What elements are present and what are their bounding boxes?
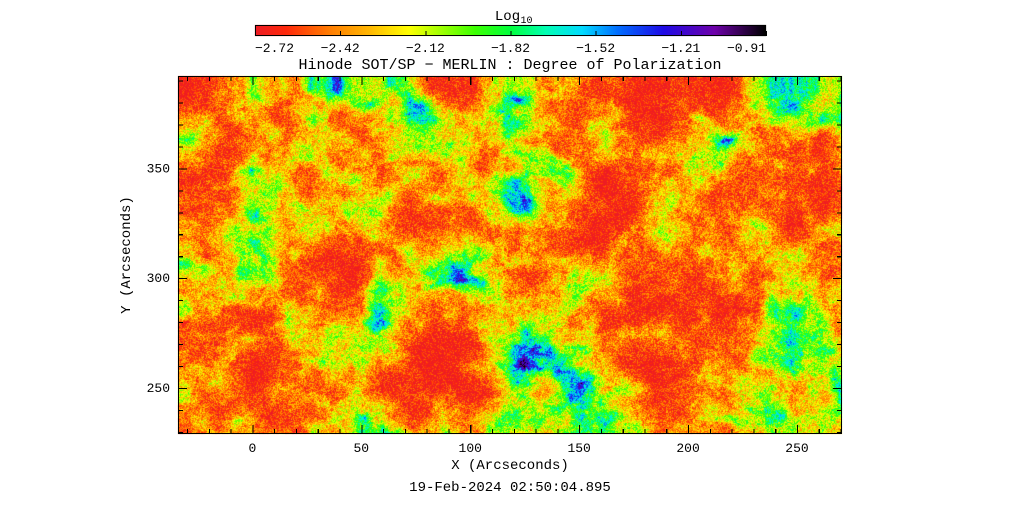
svg-text:−2.42: −2.42 bbox=[321, 41, 360, 56]
svg-text:50: 50 bbox=[354, 441, 370, 456]
svg-text:10: 10 bbox=[521, 16, 533, 27]
svg-text:−2.72: −2.72 bbox=[255, 41, 294, 56]
svg-text:−1.52: −1.52 bbox=[576, 41, 615, 56]
svg-text:Log: Log bbox=[495, 9, 520, 25]
svg-text:19-Feb-2024 02:50:04.895: 19-Feb-2024 02:50:04.895 bbox=[409, 480, 611, 496]
svg-text:X (Arcseconds): X (Arcseconds) bbox=[451, 458, 569, 474]
svg-text:350: 350 bbox=[147, 161, 170, 176]
svg-text:−1.82: −1.82 bbox=[491, 41, 530, 56]
svg-text:100: 100 bbox=[459, 441, 482, 456]
svg-text:0: 0 bbox=[248, 441, 256, 456]
svg-text:−2.12: −2.12 bbox=[406, 41, 445, 56]
svg-text:300: 300 bbox=[147, 271, 170, 286]
svg-text:Y (Arcseconds): Y (Arcseconds) bbox=[119, 196, 135, 314]
svg-text:200: 200 bbox=[676, 441, 699, 456]
svg-text:Hinode SOT/SP − MERLIN : Degre: Hinode SOT/SP − MERLIN : Degree of Polar… bbox=[298, 57, 721, 74]
svg-text:−0.91: −0.91 bbox=[727, 41, 766, 56]
svg-text:250: 250 bbox=[147, 381, 170, 396]
svg-text:150: 150 bbox=[567, 441, 590, 456]
svg-text:250: 250 bbox=[785, 441, 808, 456]
svg-text:−1.21: −1.21 bbox=[661, 41, 700, 56]
